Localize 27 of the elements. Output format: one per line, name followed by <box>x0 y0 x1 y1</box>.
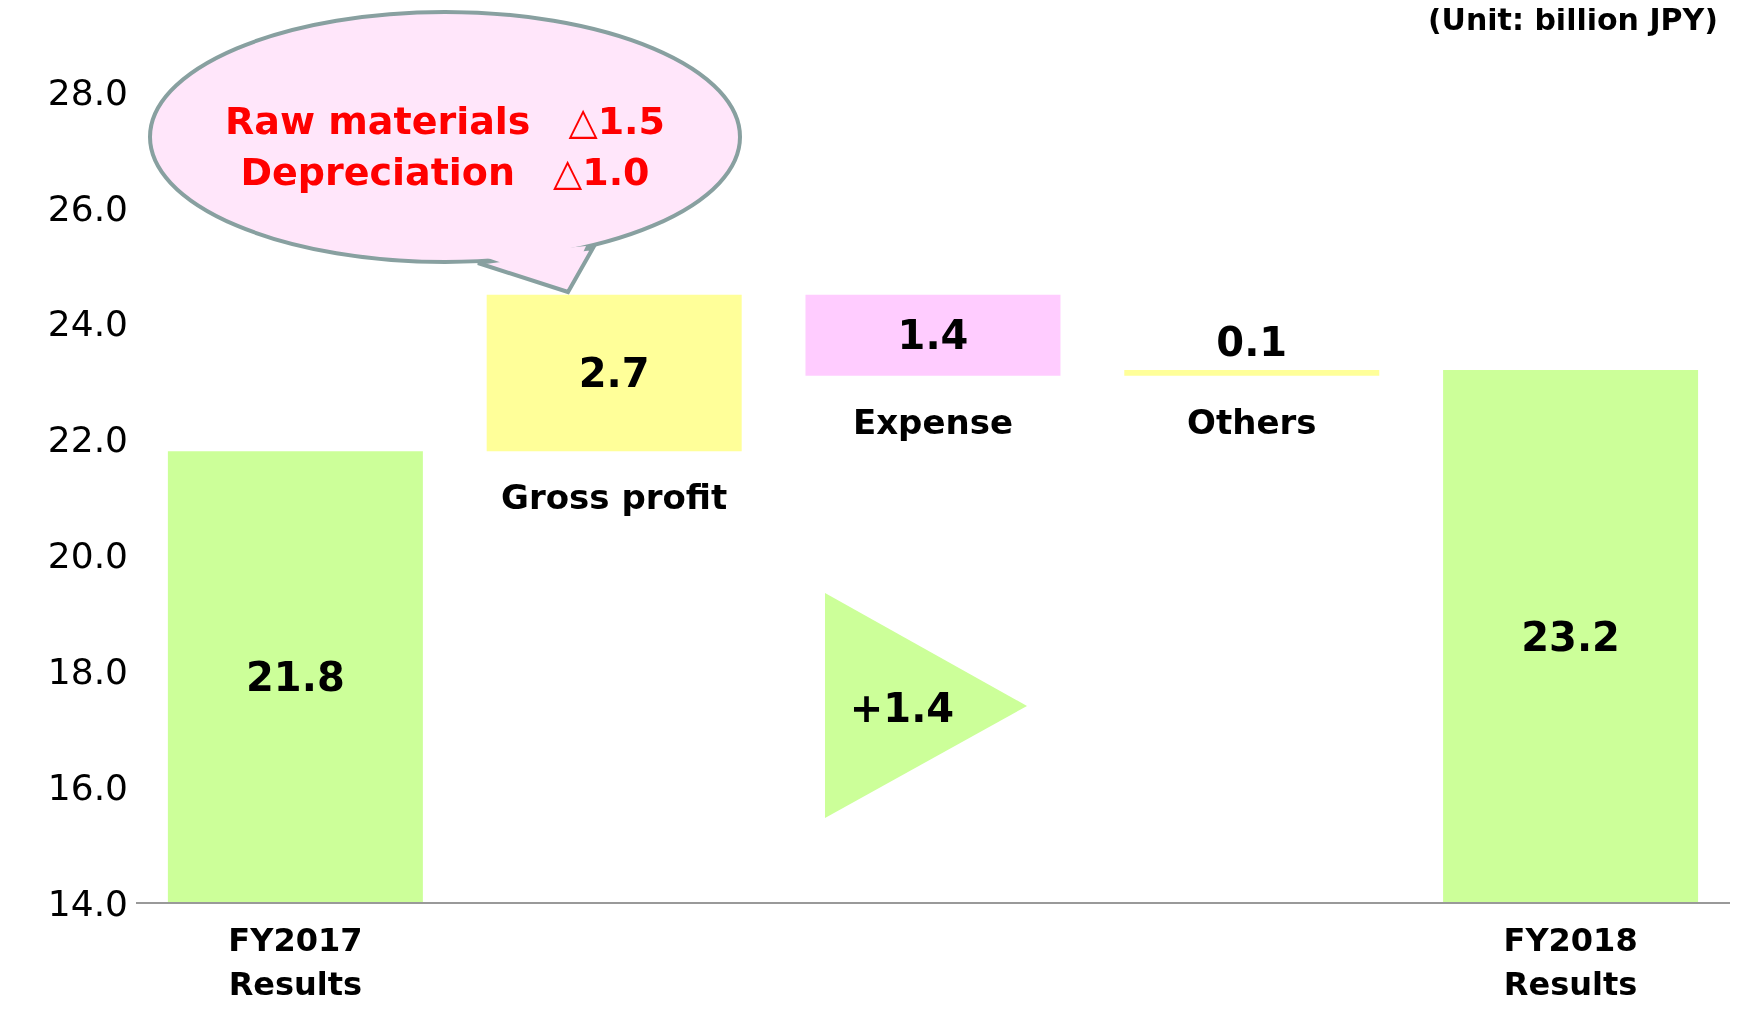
annotation: +1.4 <box>849 685 955 731</box>
bar <box>1124 370 1380 376</box>
annotation: Depreciation △1.0 <box>240 150 650 194</box>
text: (Unit: billion JPY) <box>1427 2 1718 37</box>
annotation: Raw materials △1.5 <box>224 99 666 143</box>
y-tick-label: 20.0 <box>47 535 128 577</box>
y-tick-label: 14.0 <box>47 882 128 924</box>
x-tick-label: Gross profit <box>501 477 728 518</box>
x-tick-label: FY2017 Results <box>228 921 363 1003</box>
data-label: 0.1 <box>1216 319 1288 366</box>
y-tick-label: 16.0 <box>47 766 128 808</box>
data-label: 23.2 <box>1521 613 1620 660</box>
bar <box>805 294 1061 376</box>
bar <box>1443 370 1699 903</box>
y-tick-label: 28.0 <box>47 71 128 113</box>
data-label: 21.8 <box>246 654 345 701</box>
x-tick-label: FY2018 Results <box>1503 921 1638 1003</box>
y-tick-label: 18.0 <box>47 651 128 693</box>
data-label: 2.7 <box>578 349 650 396</box>
bar <box>486 294 742 452</box>
x-tick-label: Expense <box>852 401 1014 442</box>
y-tick-label: 24.0 <box>47 303 128 345</box>
x-tick-label: Others <box>1187 401 1317 442</box>
bar <box>167 451 423 903</box>
y-tick-label: 22.0 <box>47 419 128 461</box>
y-tick-label: 26.0 <box>47 187 128 229</box>
data-label: 1.4 <box>897 312 969 359</box>
